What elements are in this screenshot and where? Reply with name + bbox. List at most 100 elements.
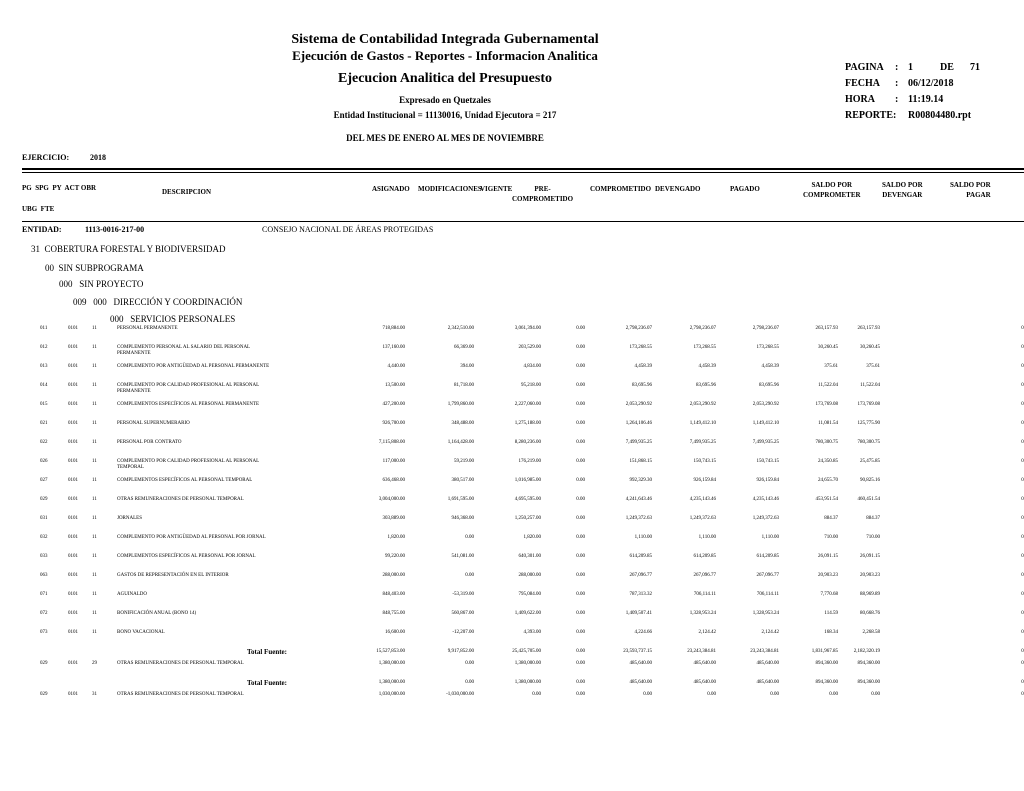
code: 032 [40,535,48,540]
amount: 0.00 [1021,516,1024,521]
amount: 1,409,622.00 [514,611,541,616]
amount: 59,219.00 [454,459,474,464]
column-header: DEVENGADO [655,185,701,193]
amount: 4,235,143.46 [689,497,716,502]
fuente: 11 [92,535,97,540]
amount: 4,834.00 [523,364,542,369]
level: 000 SIN PROYECTO [59,279,144,289]
amount: 16,600.00 [385,630,405,635]
amount: 4,458.39 [634,364,653,369]
info: DE [940,62,954,73]
amount: 1,149,412.10 [689,421,716,426]
amount: 4,440.00 [387,364,406,369]
description: COMPLEMENTO POR ANTIGÜEDAD AL PERSONAL P… [117,535,266,540]
column-header: ASIGNADO [372,185,410,193]
amount: 1,380,000.00 [378,661,405,666]
amount: 26,091.15 [860,554,880,559]
amount: 20,903.23 [818,573,838,578]
amount: 2,268.58 [862,630,881,635]
fuente: 11 [92,573,97,578]
amount: 83,695.96 [759,383,779,388]
amount: 614,209.85 [693,554,717,559]
program: 0101 [68,421,78,426]
amount: 2,798,236.07 [625,326,652,331]
amount: 640,301.00 [518,554,542,559]
code: 073 [40,630,48,635]
amount: 0.00 [576,630,585,635]
code: 022 [40,440,48,445]
amount: 380,517.00 [451,478,475,483]
amount: 0.00 [576,497,585,502]
amount: 0.00 [576,459,585,464]
fuente: 11 [92,516,97,521]
amount: 173,268.55 [756,345,780,350]
amount: 0.00 [1021,535,1024,540]
fuente: 11 [92,383,97,388]
column-header: SALDO POR DEVENGAR [882,181,923,200]
amount: 0.00 [576,440,585,445]
code: 072 [40,611,48,616]
amount: 173,268.55 [629,345,653,350]
amount: 0.00 [576,421,585,426]
description: OTRAS REMUNERACIONES DE PERSONAL TEMPORA… [117,661,244,666]
fuente: 11 [92,611,97,616]
level: 00 SIN SUBPROGRAMA [45,263,144,273]
amount: 1,799,860.00 [447,402,474,407]
amount: 0.00 [871,692,880,697]
rule [22,168,1024,170]
fuente: 11 [92,630,97,635]
amount: 894,360.00 [815,661,839,666]
amount: 303,889.00 [382,516,406,521]
amount: 926,159.84 [756,478,780,483]
amount: 485,640.00 [756,661,780,666]
program: 0101 [68,573,78,578]
column-header: DESCRIPCION [162,188,212,196]
amount: 137,160.00 [382,345,406,350]
amount: 1,030,000.00 [378,692,405,697]
amount: 2,227,060.00 [514,402,541,407]
amount: 0.00 [1021,421,1024,426]
amount: 24,350.85 [818,459,838,464]
program: 0101 [68,611,78,616]
code: 033 [40,554,48,559]
program: 0101 [68,535,78,540]
amount: 2,342,510.00 [447,326,474,331]
amount: 718,884.00 [382,326,406,331]
code: 013 [40,364,48,369]
amount: 30,260.45 [818,345,838,350]
amount: 946,368.00 [451,516,475,521]
total-amount: 15,527,853.00 [376,649,405,654]
amount: 2,053,290.92 [625,402,652,407]
column-header: COMPROMETIDO [590,185,652,193]
amount: 7,499,935.25 [752,440,779,445]
amount: 1,249,372.63 [689,516,716,521]
description: OTRAS REMUNERACIONES DE PERSONAL TEMPORA… [117,692,244,697]
info: FECHA [845,78,880,89]
amount: 0.00 [576,535,585,540]
column-header: PAGADO [730,185,760,193]
amount: 1,328,953.24 [752,611,779,616]
amount: 0.00 [1021,573,1024,578]
amount: 173,769.08 [857,402,881,407]
fuente: 11 [92,497,97,502]
description: COMPLEMENTO PERSONAL AL SALARIO DEL PERS… [117,345,250,356]
amount: 0.00 [707,692,716,697]
amount: 614,209.85 [629,554,653,559]
amount: 83,695.96 [696,383,716,388]
total-amount: 1,831,967.85 [811,649,838,654]
amount: 7,770.68 [820,592,839,597]
column-header: MODIFICACIONES [418,185,482,193]
total-amount: 25,425,705.00 [512,649,541,654]
code: 026 [40,459,48,464]
amount: 541,081.00 [451,554,475,559]
amount: 0.00 [1021,554,1024,559]
column-header: VIGENTE [480,185,513,193]
amount: 375.61 [824,364,838,369]
amount: 0.00 [576,345,585,350]
amount: 2,798,236.07 [689,326,716,331]
amount: 614,209.85 [756,554,780,559]
amount: 1,328,953.24 [689,611,716,616]
amount: 0.00 [643,692,652,697]
amount: 11,522.04 [818,383,838,388]
description: OTRAS REMUNERACIONES DE PERSONAL TEMPORA… [117,497,244,502]
